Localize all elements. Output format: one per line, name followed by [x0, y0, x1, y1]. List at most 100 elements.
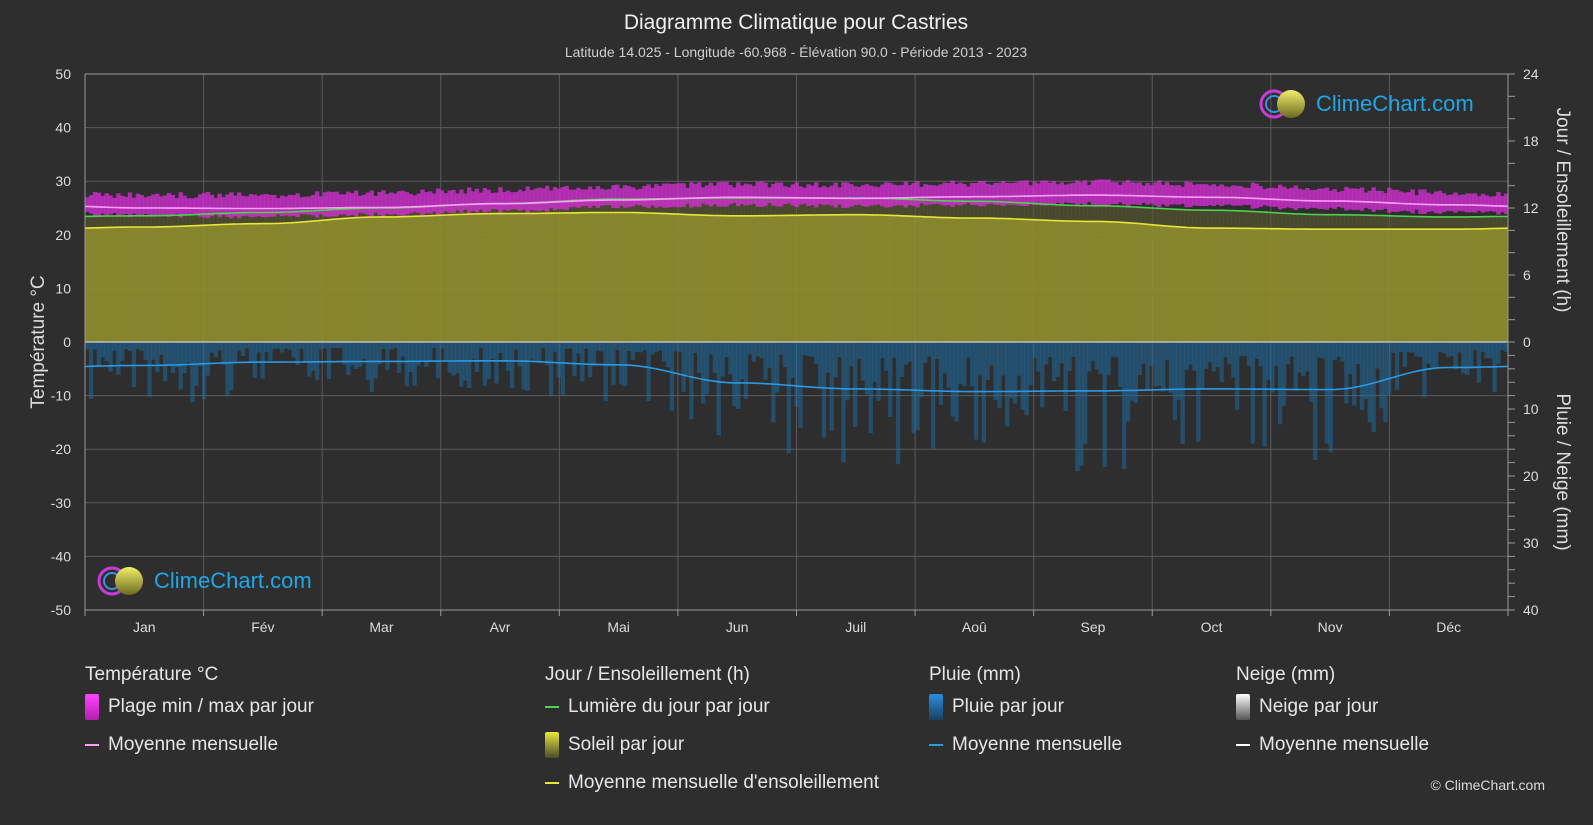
temp-range-bar — [541, 188, 546, 211]
rain-bar — [131, 342, 137, 388]
sunshine-bar — [1418, 229, 1423, 342]
sunshine-bar — [997, 218, 1002, 342]
daylight-bar — [1348, 214, 1353, 230]
daylight-bar — [139, 215, 144, 227]
rain-bar — [1320, 342, 1326, 359]
temp-range-bar — [895, 185, 901, 206]
daylight-bar — [876, 198, 881, 215]
temp-range-bar — [751, 185, 756, 204]
temp-range-bar — [225, 194, 230, 217]
sunshine-bar — [1051, 220, 1057, 342]
temp-range-bar — [1067, 183, 1072, 203]
temp-range-bar — [1055, 184, 1061, 203]
rain-bar — [1235, 342, 1240, 410]
temp-range-bar — [654, 184, 659, 208]
temp-range-bar — [463, 193, 468, 210]
temp-range-bar — [1430, 194, 1435, 212]
rain-bar — [911, 342, 916, 434]
temp-range-bar — [560, 187, 565, 210]
rain-bar — [303, 342, 308, 362]
daylight-bar — [1441, 216, 1447, 230]
rain-bar — [209, 342, 215, 353]
temp-range-bar — [603, 189, 608, 206]
rain-bar — [1340, 342, 1345, 362]
sunshine-bar — [303, 221, 308, 342]
sunshine-bar — [763, 215, 768, 342]
temp-range-bar — [279, 195, 285, 217]
sunshine-bar — [494, 213, 499, 342]
sunshine-bar — [400, 216, 406, 342]
sunshine-bar — [1016, 219, 1022, 342]
temp-range-bar — [443, 193, 448, 212]
rain-bar — [669, 342, 675, 411]
sunshine-bar — [1106, 221, 1111, 342]
sunshine-bar — [287, 222, 293, 342]
sunshine-bar — [576, 212, 581, 342]
rain-bar — [1406, 342, 1411, 353]
rain-bar — [849, 342, 854, 367]
sunshine-bar — [985, 218, 990, 342]
daylight-bar — [221, 213, 226, 225]
rain-bar — [85, 342, 90, 350]
daylight-bar — [1168, 209, 1174, 227]
daylight-bar — [1188, 209, 1193, 228]
rain-bar — [1071, 342, 1076, 357]
rain-bar — [1055, 342, 1061, 378]
sunshine-bar — [439, 215, 445, 342]
rain-bar — [139, 342, 144, 351]
rain-bar — [1476, 342, 1482, 383]
daylight-bar — [174, 215, 179, 227]
sunshine-bar — [817, 214, 823, 342]
rain-bar — [1449, 342, 1454, 356]
sunshine-bar — [1102, 221, 1107, 342]
temp-range-bar — [439, 190, 445, 214]
daylight-bar — [802, 197, 807, 216]
rain-bar — [178, 342, 183, 390]
sunshine-bar — [1472, 228, 1478, 342]
rain-bar — [233, 342, 238, 362]
temp-range-bar — [1488, 196, 1493, 212]
daylight-bar — [993, 201, 998, 219]
rain-bar — [1441, 342, 1447, 354]
rain-bar — [1028, 342, 1033, 386]
temp-range-bar — [470, 191, 476, 211]
daylight-bar — [108, 216, 113, 228]
temp-range-bar — [326, 191, 332, 217]
daylight-bar — [700, 198, 706, 216]
sunshine-bar — [521, 213, 526, 342]
daylight-bar — [599, 199, 604, 213]
sunshine-bar — [404, 216, 409, 342]
temp-range-bar — [170, 194, 176, 216]
daylight-bar — [1207, 210, 1213, 229]
temp-range-bar — [736, 182, 741, 207]
sunshine-bar — [603, 212, 608, 342]
daylight-bar — [225, 213, 230, 225]
legend-label: Neige par jour — [1259, 696, 1379, 717]
daylight-bar — [1285, 213, 1291, 229]
temp-range-bar — [1281, 186, 1287, 209]
temp-range-bar — [1246, 187, 1252, 205]
temp-range-bar — [287, 194, 293, 217]
temp-range-bar — [931, 185, 936, 205]
rain-bar — [1129, 342, 1135, 401]
temp-range-bar — [100, 195, 105, 214]
temp-range-bar — [1379, 190, 1384, 210]
temp-range-bar — [431, 193, 437, 212]
brand-logo-top[interactable]: ClimeChart.com — [1258, 88, 1474, 120]
temp-range-bar — [1235, 185, 1240, 206]
temp-range-bar — [790, 184, 795, 206]
legend-sunshine: Jour / Ensoleillement (h) Lumière du jou… — [545, 662, 879, 802]
brand-logo-bottom[interactable]: ClimeChart.com — [96, 565, 312, 597]
sunshine-bar — [1355, 229, 1361, 342]
sunshine-bar — [443, 215, 448, 342]
rain-bar — [1161, 342, 1166, 392]
temp-range-bar — [661, 183, 667, 208]
daylight-bar — [1469, 216, 1474, 230]
rain-bar — [794, 342, 799, 407]
sunshine-bar — [1168, 226, 1174, 342]
daylight-bar — [1336, 214, 1341, 230]
rain-bar — [1164, 342, 1170, 361]
rain-bar — [580, 342, 585, 382]
rain-bar — [767, 342, 772, 369]
rain-bar — [533, 342, 538, 362]
